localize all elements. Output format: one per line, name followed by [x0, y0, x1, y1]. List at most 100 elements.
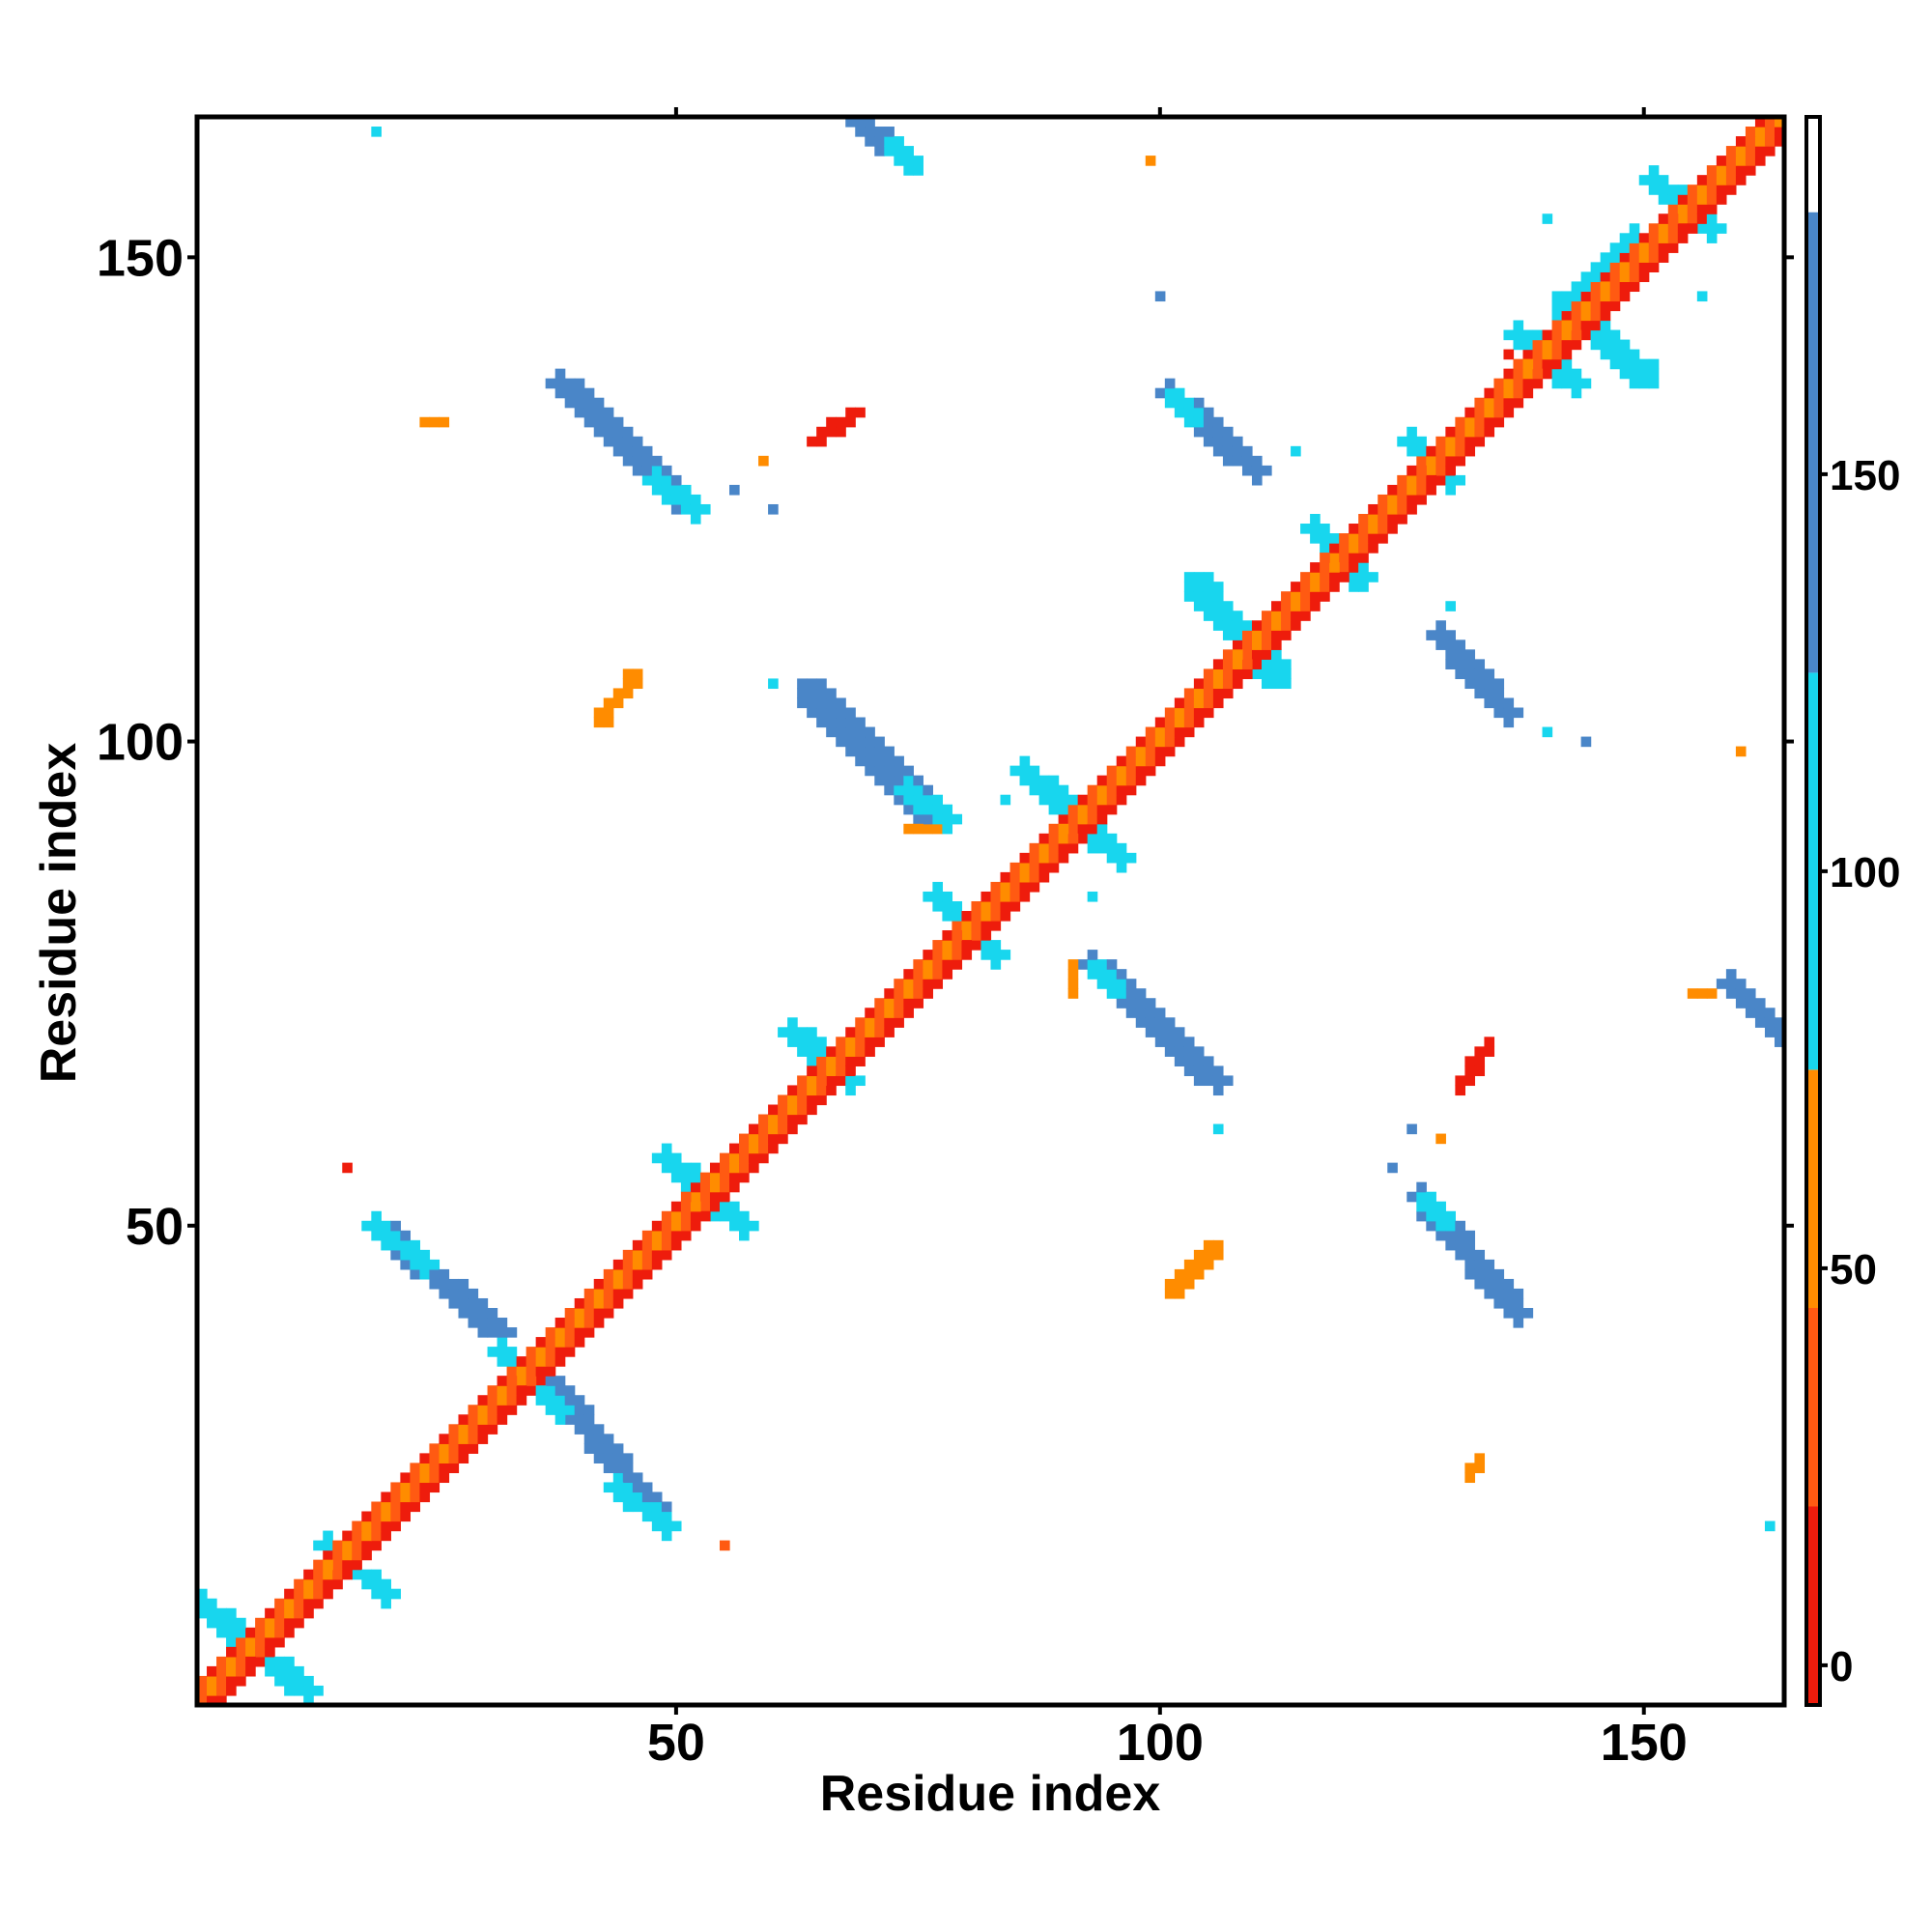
heatmap-cell	[1542, 213, 1553, 224]
heatmap-cell	[1339, 562, 1350, 573]
heatmap-cell	[439, 1288, 450, 1299]
heatmap-cell	[874, 998, 885, 1009]
heatmap-cell	[1600, 252, 1611, 263]
heatmap-cell	[1571, 291, 1582, 302]
heatmap-cell	[506, 1347, 518, 1357]
heatmap-cell	[583, 1434, 595, 1444]
heatmap-cell	[1212, 1239, 1224, 1251]
heatmap-cell	[749, 1162, 759, 1174]
heatmap-cell	[709, 1201, 721, 1212]
heatmap-cell	[1048, 862, 1060, 873]
heatmap-cell	[612, 445, 624, 457]
heatmap-cell	[323, 1578, 333, 1590]
heatmap-cell	[1232, 630, 1243, 640]
heatmap-cell	[497, 1327, 508, 1338]
heatmap-cell	[1329, 533, 1340, 544]
heatmap-cell	[1262, 611, 1272, 621]
colorbar-band	[1806, 1506, 1820, 1705]
heatmap-cell	[884, 127, 895, 137]
heatmap-cell	[216, 1675, 227, 1687]
heatmap-cell	[1551, 310, 1563, 322]
heatmap-cell	[932, 891, 944, 902]
heatmap-cell	[1522, 368, 1534, 380]
heatmap-cell	[1503, 407, 1515, 418]
heatmap-cell	[1222, 601, 1234, 611]
heatmap-cell	[768, 678, 779, 690]
heatmap-cell	[845, 1046, 856, 1057]
heatmap-cell	[1203, 601, 1214, 611]
heatmap-cell	[651, 1230, 663, 1241]
heatmap-cell	[1658, 194, 1669, 205]
heatmap-cell	[583, 1318, 595, 1328]
heatmap-cell	[603, 1297, 614, 1309]
heatmap-cell	[1513, 368, 1524, 380]
heatmap-cell	[1145, 1017, 1156, 1028]
heatmap-cell	[1445, 639, 1456, 650]
heatmap-cell	[1397, 436, 1407, 447]
heatmap-cell	[410, 1268, 421, 1280]
heatmap-cell	[1609, 358, 1621, 370]
heatmap-cell	[913, 969, 923, 980]
heatmap-cell	[778, 1104, 788, 1116]
heatmap-cell	[923, 959, 933, 970]
heatmap-cell	[1551, 320, 1563, 331]
heatmap-cell	[1474, 1249, 1486, 1261]
heatmap-cell	[1503, 1278, 1515, 1290]
heatmap-cell	[1029, 881, 1040, 893]
heatmap-cell	[1000, 891, 1011, 902]
heatmap-cell	[1774, 1037, 1784, 1047]
heatmap-cell	[1349, 524, 1359, 534]
heatmap-cell	[855, 726, 866, 738]
heatmap-cell	[1087, 813, 1098, 825]
heatmap-cell	[1590, 271, 1602, 283]
heatmap-cell	[1455, 474, 1465, 486]
heatmap-cell	[612, 1278, 624, 1290]
colorbar-band	[1806, 212, 1820, 673]
heatmap-cell	[207, 1607, 217, 1619]
heatmap-cell	[1300, 524, 1311, 534]
heatmap-cell	[884, 1027, 895, 1037]
heatmap-cell	[1000, 911, 1011, 922]
heatmap-cell	[1251, 465, 1263, 476]
heatmap-cell	[1193, 688, 1205, 699]
heatmap-cell	[1164, 387, 1176, 399]
heatmap-cell	[1106, 979, 1118, 989]
heatmap-cell	[1542, 349, 1553, 360]
heatmap-cell	[381, 1578, 391, 1590]
heatmap-cell	[1484, 397, 1495, 409]
heatmap-cell	[1212, 591, 1224, 602]
heatmap-cell	[1677, 194, 1689, 205]
heatmap-cell	[1493, 1278, 1505, 1290]
heatmap-cell	[1774, 117, 1784, 128]
heatmap-cell	[836, 416, 846, 428]
heatmap-cell	[1096, 842, 1108, 854]
heatmap-cell	[651, 1492, 663, 1503]
heatmap-cell	[1058, 813, 1069, 825]
heatmap-cell	[1513, 378, 1524, 389]
heatmap-cell	[371, 1520, 382, 1532]
heatmap-cell	[1735, 156, 1747, 166]
heatmap-cell	[1716, 156, 1727, 166]
heatmap-cell	[845, 416, 856, 428]
heatmap-cell	[1609, 349, 1621, 360]
heatmap-cell	[739, 1162, 750, 1174]
heatmap-cell	[1561, 300, 1573, 312]
heatmap-cell	[855, 1046, 866, 1057]
heatmap-cell	[371, 1220, 382, 1232]
heatmap-cell	[855, 717, 866, 728]
heatmap-cell	[1310, 514, 1321, 525]
heatmap-cell	[1183, 1037, 1195, 1047]
heatmap-cell	[661, 494, 672, 505]
heatmap-cell	[535, 1376, 547, 1386]
heatmap-cell	[1164, 1046, 1176, 1057]
heatmap-cell	[361, 1220, 372, 1232]
heatmap-cell	[1455, 436, 1465, 447]
heatmap-cell	[1087, 969, 1098, 980]
heatmap-cell	[1677, 213, 1689, 224]
heatmap-cell	[554, 1414, 566, 1425]
heatmap-cell	[719, 1172, 730, 1183]
heatmap-cell	[709, 1162, 721, 1174]
heatmap-cell	[874, 765, 885, 777]
heatmap-cell	[245, 1636, 256, 1648]
heatmap-cell	[1551, 291, 1563, 302]
